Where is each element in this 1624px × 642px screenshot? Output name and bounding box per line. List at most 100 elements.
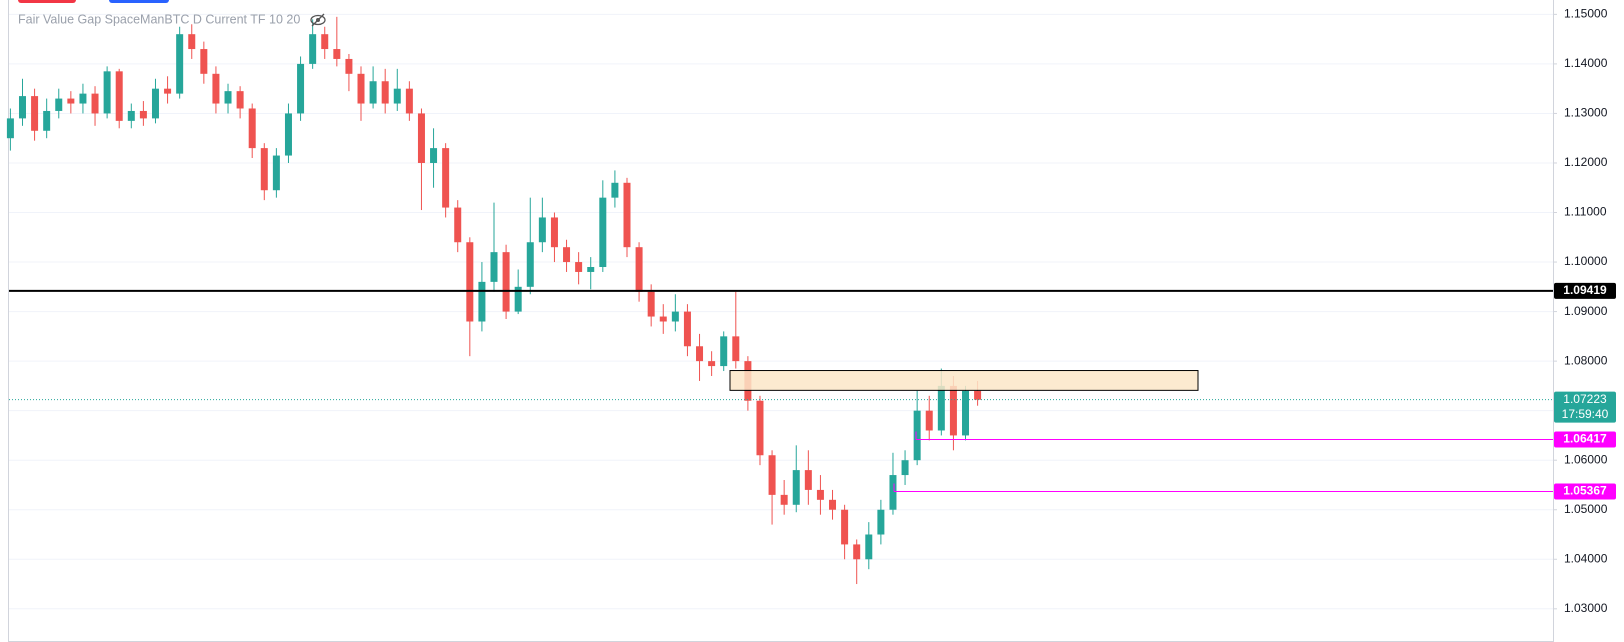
candle-body bbox=[708, 361, 716, 367]
current-price-label: 1.07223 bbox=[1563, 392, 1607, 406]
level-label: 1.09419 bbox=[1563, 283, 1607, 297]
candle-body bbox=[200, 49, 208, 74]
candle-body bbox=[381, 81, 389, 104]
candle-body bbox=[309, 34, 317, 64]
candle-body bbox=[369, 81, 377, 104]
candle-body bbox=[804, 470, 812, 490]
candle-body bbox=[889, 475, 897, 510]
candle-body bbox=[865, 534, 873, 560]
candle-body bbox=[67, 98, 75, 104]
candle-body bbox=[417, 113, 425, 163]
candle-body bbox=[176, 34, 184, 94]
candle-body bbox=[43, 110, 51, 131]
y-tick-label: 1.14000 bbox=[1564, 56, 1608, 70]
candle-body bbox=[563, 247, 571, 263]
candle-body bbox=[478, 281, 486, 322]
grid bbox=[9, 13, 1553, 610]
candle-body bbox=[224, 91, 232, 104]
candle-body bbox=[333, 49, 341, 59]
overlay bbox=[9, 289, 1553, 493]
slash bbox=[311, 13, 325, 27]
candle-body bbox=[659, 316, 667, 322]
candle-body bbox=[611, 182, 619, 198]
candle-body bbox=[405, 88, 413, 114]
candle-body bbox=[393, 88, 401, 104]
y-tick-label: 1.09000 bbox=[1564, 304, 1608, 318]
y-tick-label: 1.11000 bbox=[1564, 205, 1607, 219]
candle-body bbox=[877, 509, 885, 535]
candle-body bbox=[164, 88, 172, 94]
candle-body bbox=[490, 252, 498, 282]
indicator-button[interactable] bbox=[18, 0, 76, 3]
candle-body bbox=[925, 410, 933, 431]
candle-body bbox=[260, 148, 268, 191]
candle-body bbox=[236, 91, 244, 109]
candle-body bbox=[671, 311, 679, 322]
candle-body bbox=[466, 242, 474, 322]
candle-body bbox=[683, 311, 691, 347]
candle-body bbox=[587, 267, 595, 272]
candle-body bbox=[974, 390, 982, 400]
candle-body bbox=[151, 88, 159, 119]
indicator-button[interactable] bbox=[109, 0, 169, 3]
candle-body bbox=[792, 470, 800, 505]
candle-body bbox=[502, 252, 510, 312]
candle-body bbox=[18, 96, 26, 119]
candle-body bbox=[79, 93, 87, 104]
candle-body bbox=[272, 155, 280, 191]
candle-body bbox=[550, 217, 558, 248]
y-tick-label: 1.04000 bbox=[1564, 551, 1608, 565]
candle-body bbox=[913, 410, 921, 461]
candle-body bbox=[139, 110, 147, 119]
candle-body bbox=[962, 390, 970, 436]
y-tick-label: 1.13000 bbox=[1564, 106, 1608, 120]
candle-body bbox=[841, 509, 849, 545]
y-tick-label: 1.12000 bbox=[1564, 155, 1608, 169]
indicator-title: Fair Value Gap SpaceManBTC D Current TF … bbox=[18, 12, 300, 26]
hide-icon[interactable] bbox=[310, 13, 326, 27]
candle-body bbox=[212, 73, 220, 104]
candle-body bbox=[538, 217, 546, 243]
y-tick-label: 1.15000 bbox=[1564, 7, 1608, 21]
countdown-label: 17:59:40 bbox=[1562, 407, 1609, 421]
candle-body bbox=[949, 385, 957, 436]
level-box bbox=[1554, 483, 1616, 500]
candle-body bbox=[901, 460, 909, 476]
candle-body bbox=[696, 346, 704, 362]
candle-body bbox=[284, 113, 292, 156]
price-axis: 1.030001.040001.050001.060001.070001.080… bbox=[1553, 7, 1616, 615]
candle-body bbox=[115, 71, 123, 121]
fvg-zone bbox=[729, 370, 1199, 391]
candle-body bbox=[526, 242, 534, 287]
candle-body bbox=[321, 34, 329, 50]
y-tick-label: 1.05000 bbox=[1564, 502, 1608, 516]
level-box bbox=[1554, 282, 1616, 299]
level-label: 1.06417 bbox=[1563, 432, 1607, 446]
candle-body bbox=[816, 489, 824, 500]
candle-body bbox=[575, 262, 583, 272]
candle-body bbox=[357, 73, 365, 104]
candle-body bbox=[599, 197, 607, 268]
candle-body bbox=[635, 247, 643, 292]
candle-body bbox=[623, 182, 631, 248]
y-tick-label: 1.03000 bbox=[1564, 601, 1608, 615]
candle-body bbox=[345, 58, 353, 74]
candle-body bbox=[6, 118, 14, 139]
candle-body bbox=[647, 291, 655, 317]
candle-body bbox=[31, 96, 39, 131]
candle-body bbox=[248, 108, 256, 149]
candle-body bbox=[55, 98, 63, 111]
candle-body bbox=[937, 385, 945, 431]
level-label: 1.05367 bbox=[1563, 484, 1607, 498]
level-box bbox=[1554, 431, 1616, 448]
y-tick-label: 1.08000 bbox=[1564, 353, 1608, 367]
candle-body bbox=[454, 207, 462, 243]
candle-body bbox=[732, 336, 740, 362]
candle-body bbox=[853, 544, 861, 560]
candle-body bbox=[91, 93, 99, 114]
y-tick-label: 1.10000 bbox=[1564, 254, 1608, 268]
candle-body bbox=[442, 148, 450, 208]
candle-body bbox=[188, 34, 196, 50]
